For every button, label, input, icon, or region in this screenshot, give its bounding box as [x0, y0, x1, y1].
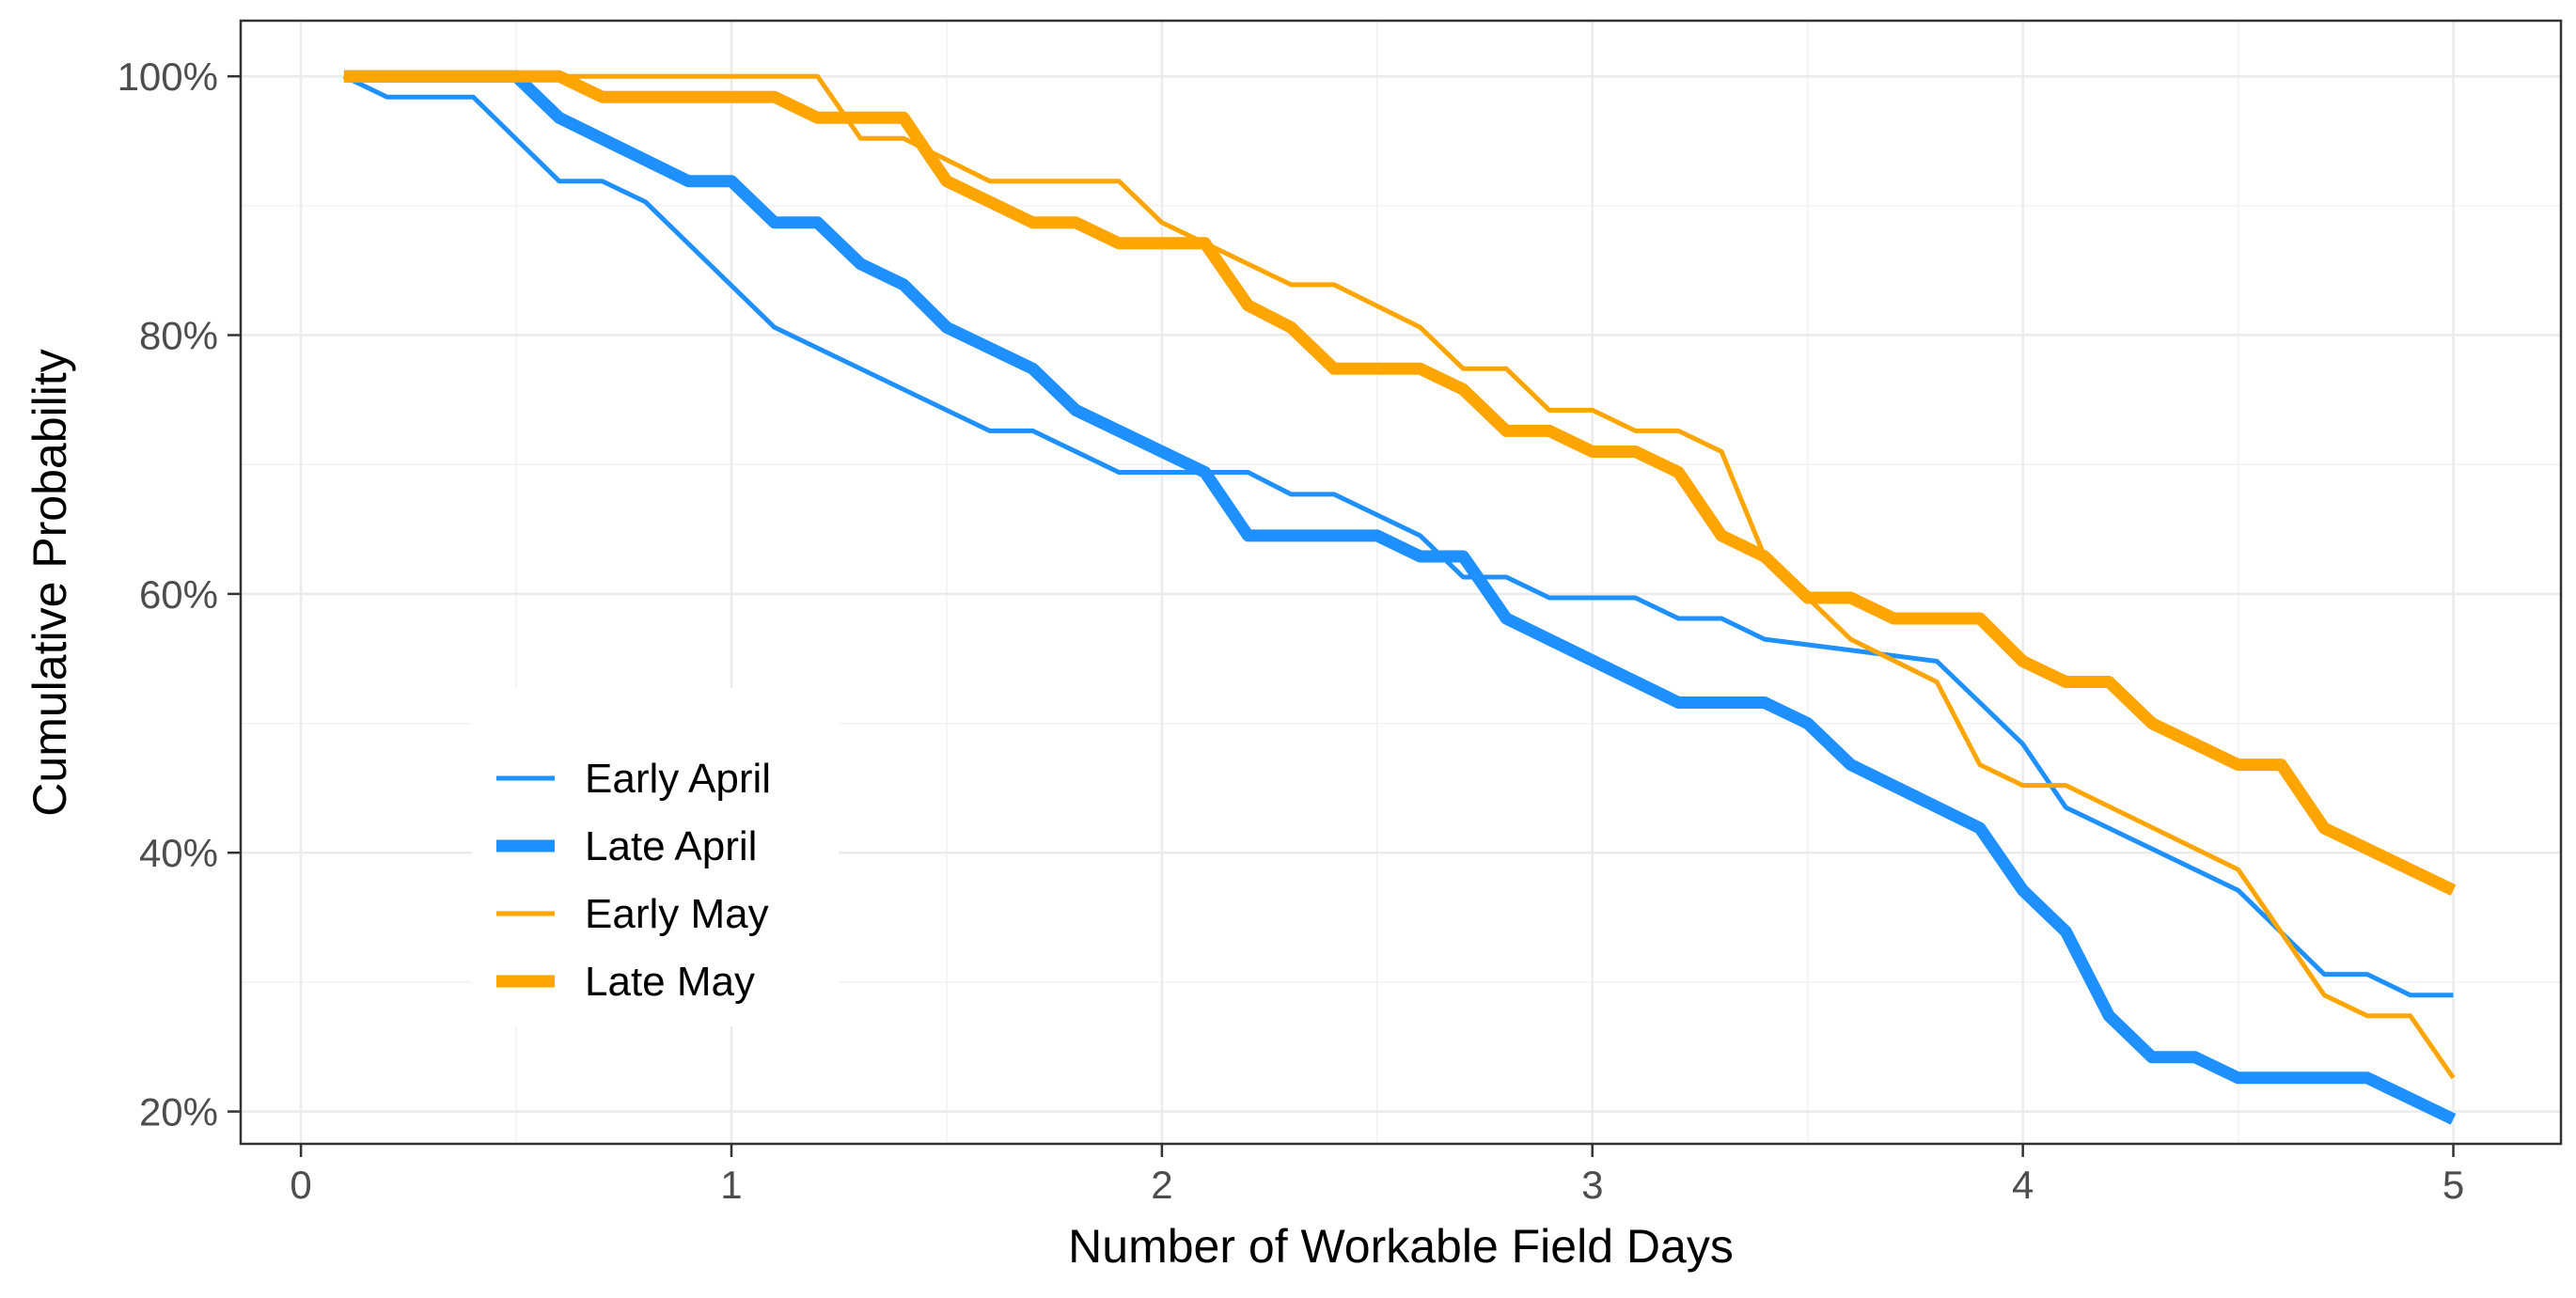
x-tick-label: 5	[2442, 1163, 2464, 1207]
y-tick-label: 40%	[139, 831, 218, 875]
legend: Early April Late April Early May Late May	[472, 688, 839, 1026]
legend-entry: Early May	[496, 891, 769, 937]
x-tick-label: 4	[2012, 1163, 2034, 1207]
x-tick-label: 3	[1581, 1163, 1603, 1207]
y-tick-label: 100%	[118, 55, 218, 99]
minor-gridlines	[241, 21, 2561, 1144]
legend-background	[472, 688, 839, 1026]
x-tick-label: 2	[1151, 1163, 1172, 1207]
series-line-late-may	[343, 70, 2457, 897]
legend-label: Late April	[585, 823, 757, 869]
y-tick-label: 80%	[139, 314, 218, 358]
y-axis-ticks: 20% 40% 60% 80% 100%	[118, 55, 241, 1134]
y-axis-title: Cumulative Probability	[24, 349, 76, 816]
y-tick-label: 60%	[139, 572, 218, 617]
legend-entry: Early April	[496, 756, 771, 802]
series-line-late-april	[343, 70, 2457, 1125]
legend-entry: Late April	[496, 823, 757, 869]
legend-entry: Late May	[496, 959, 755, 1005]
legend-label: Late May	[585, 959, 755, 1005]
x-axis-ticks: 0 1 2 3 4 5	[290, 1144, 2464, 1207]
x-tick-label: 1	[720, 1163, 742, 1207]
x-tick-label: 0	[290, 1163, 311, 1207]
x-axis-title: Number of Workable Field Days	[1068, 1220, 1734, 1273]
series-line-early-may	[343, 73, 2456, 1080]
legend-label: Early April	[585, 756, 771, 802]
panel-border	[239, 19, 2563, 1146]
legend-label: Early May	[585, 891, 769, 937]
series-lines	[342, 70, 2457, 1125]
y-tick-label: 20%	[139, 1090, 218, 1134]
